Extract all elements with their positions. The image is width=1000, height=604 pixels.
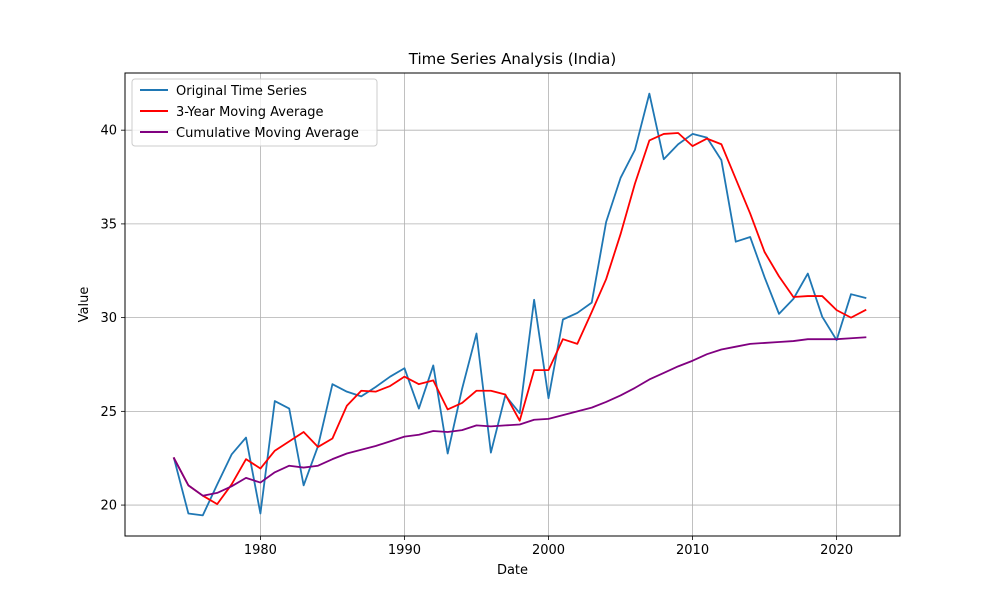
x-axis-label: Date — [497, 563, 528, 578]
y-axis-label: Value — [77, 287, 92, 323]
x-tick-label: 2010 — [676, 543, 709, 558]
grid-lines — [125, 73, 900, 536]
x-tick-label: 1990 — [388, 543, 421, 558]
chart-title: Time Series Analysis (India) — [408, 50, 616, 68]
y-tick-label: 20 — [100, 499, 117, 514]
y-tick-label: 35 — [100, 217, 117, 232]
y-tick-label: 40 — [100, 124, 117, 139]
three-year-ma-line — [172, 132, 867, 506]
x-tick-label: 2020 — [820, 543, 853, 558]
legend-label-3yr-ma: 3-Year Moving Average — [176, 105, 324, 120]
x-tick-label: 2000 — [532, 543, 565, 558]
legend-label-original: Original Time Series — [176, 84, 307, 99]
legend-label-cma: Cumulative Moving Average — [176, 126, 359, 141]
original-series-line — [172, 92, 867, 517]
series-lines — [172, 92, 867, 517]
legend: Original Time Series 3-Year Moving Avera… — [131, 78, 378, 147]
legend-box — [131, 78, 378, 147]
y-tick-label: 30 — [100, 311, 117, 326]
cumulative-ma-line — [172, 336, 867, 497]
plot-area-frame — [124, 72, 901, 537]
x-tick-label: 1980 — [244, 543, 277, 558]
y-tick-label: 25 — [100, 405, 117, 420]
